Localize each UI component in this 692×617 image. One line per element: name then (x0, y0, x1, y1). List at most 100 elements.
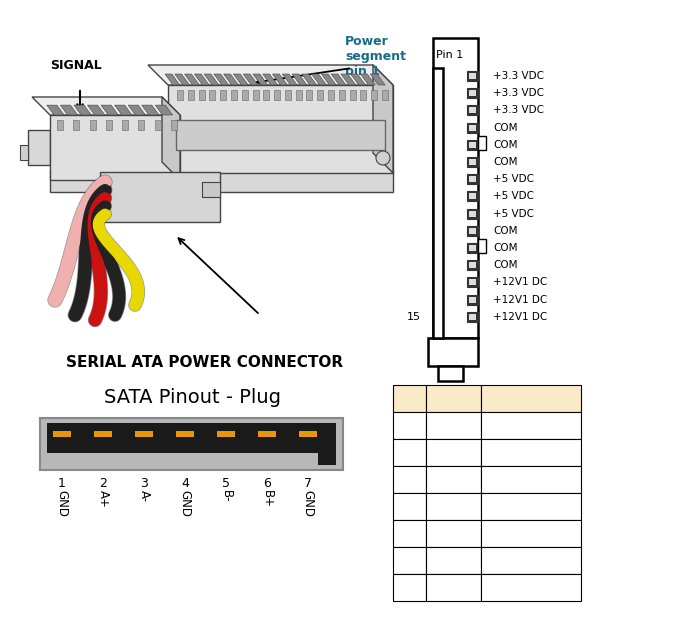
Polygon shape (142, 105, 159, 115)
Text: A-: A- (430, 473, 443, 486)
FancyBboxPatch shape (428, 338, 478, 366)
Text: B-: B- (430, 527, 443, 540)
FancyBboxPatch shape (469, 142, 476, 148)
FancyBboxPatch shape (285, 90, 291, 100)
Text: 5: 5 (222, 477, 230, 490)
FancyBboxPatch shape (469, 280, 476, 286)
Polygon shape (321, 74, 336, 85)
FancyBboxPatch shape (467, 140, 478, 150)
Text: 7: 7 (397, 581, 405, 594)
Polygon shape (311, 74, 327, 85)
FancyBboxPatch shape (433, 38, 478, 338)
Text: COM: COM (493, 226, 518, 236)
Text: SATA Pinout - Plug: SATA Pinout - Plug (104, 388, 282, 407)
Polygon shape (155, 105, 172, 115)
Text: COM: COM (493, 260, 518, 270)
FancyBboxPatch shape (361, 90, 367, 100)
Polygon shape (101, 105, 118, 115)
Polygon shape (20, 145, 28, 160)
Text: COM: COM (493, 157, 518, 167)
Text: +3.3 VDC: +3.3 VDC (493, 88, 544, 98)
Text: 1: 1 (397, 419, 405, 432)
FancyBboxPatch shape (481, 439, 581, 466)
FancyBboxPatch shape (382, 90, 388, 100)
Text: B+: B+ (260, 490, 273, 508)
FancyBboxPatch shape (469, 314, 476, 320)
Text: 2: 2 (99, 477, 107, 490)
FancyBboxPatch shape (258, 431, 276, 437)
Text: Ground: Ground (485, 419, 531, 432)
Text: 5: 5 (397, 527, 405, 540)
FancyBboxPatch shape (242, 90, 248, 100)
Polygon shape (60, 105, 78, 115)
Text: A-: A- (138, 490, 150, 502)
FancyBboxPatch shape (467, 106, 478, 115)
Text: B-: B- (219, 490, 233, 502)
Text: 6: 6 (397, 554, 405, 567)
Polygon shape (341, 74, 356, 85)
Text: GND: GND (302, 490, 314, 517)
FancyBboxPatch shape (426, 439, 481, 466)
Text: 4: 4 (397, 500, 405, 513)
FancyBboxPatch shape (307, 90, 313, 100)
Text: 2: 2 (397, 446, 405, 459)
FancyBboxPatch shape (393, 520, 426, 547)
FancyBboxPatch shape (433, 68, 443, 338)
FancyBboxPatch shape (73, 120, 80, 130)
FancyBboxPatch shape (469, 125, 476, 131)
FancyBboxPatch shape (467, 174, 478, 184)
FancyBboxPatch shape (40, 418, 343, 470)
FancyBboxPatch shape (53, 431, 71, 437)
FancyBboxPatch shape (57, 120, 63, 130)
FancyBboxPatch shape (467, 294, 478, 305)
FancyBboxPatch shape (94, 431, 112, 437)
FancyBboxPatch shape (231, 90, 237, 100)
Text: Power
segment
pin 1: Power segment pin 1 (345, 35, 406, 78)
Polygon shape (128, 105, 145, 115)
Text: +3.3 VDC: +3.3 VDC (493, 71, 544, 81)
Text: 3: 3 (140, 477, 148, 490)
FancyBboxPatch shape (426, 412, 481, 439)
FancyBboxPatch shape (393, 385, 426, 412)
Polygon shape (194, 74, 209, 85)
FancyBboxPatch shape (438, 366, 463, 381)
FancyBboxPatch shape (469, 159, 476, 165)
FancyBboxPatch shape (469, 90, 476, 96)
Text: +5 VDC: +5 VDC (493, 209, 534, 218)
FancyBboxPatch shape (469, 73, 476, 79)
FancyBboxPatch shape (467, 312, 478, 322)
Polygon shape (185, 74, 199, 85)
FancyBboxPatch shape (328, 90, 334, 100)
FancyBboxPatch shape (393, 547, 426, 574)
FancyBboxPatch shape (393, 574, 426, 601)
FancyBboxPatch shape (481, 385, 581, 412)
FancyBboxPatch shape (481, 574, 581, 601)
FancyBboxPatch shape (467, 191, 478, 201)
Polygon shape (292, 74, 307, 85)
Polygon shape (302, 74, 317, 85)
FancyBboxPatch shape (47, 423, 318, 453)
Polygon shape (47, 105, 64, 115)
FancyBboxPatch shape (469, 228, 476, 234)
Text: A+: A+ (96, 490, 109, 508)
FancyBboxPatch shape (299, 431, 317, 437)
FancyBboxPatch shape (467, 226, 478, 236)
FancyBboxPatch shape (467, 243, 478, 253)
Text: 7: 7 (304, 477, 312, 490)
FancyBboxPatch shape (155, 120, 161, 130)
Text: 1: 1 (58, 477, 66, 490)
Text: 15: 15 (407, 312, 421, 322)
FancyBboxPatch shape (481, 493, 581, 520)
Polygon shape (148, 65, 393, 85)
FancyBboxPatch shape (317, 90, 323, 100)
FancyBboxPatch shape (481, 412, 581, 439)
Polygon shape (361, 74, 375, 85)
FancyBboxPatch shape (469, 176, 476, 182)
FancyBboxPatch shape (106, 120, 112, 130)
FancyBboxPatch shape (339, 90, 345, 100)
Polygon shape (165, 74, 180, 85)
Text: Transmit -: Transmit - (485, 473, 547, 486)
Polygon shape (175, 74, 190, 85)
Text: Pin 1: Pin 1 (436, 50, 463, 60)
FancyBboxPatch shape (467, 88, 478, 98)
